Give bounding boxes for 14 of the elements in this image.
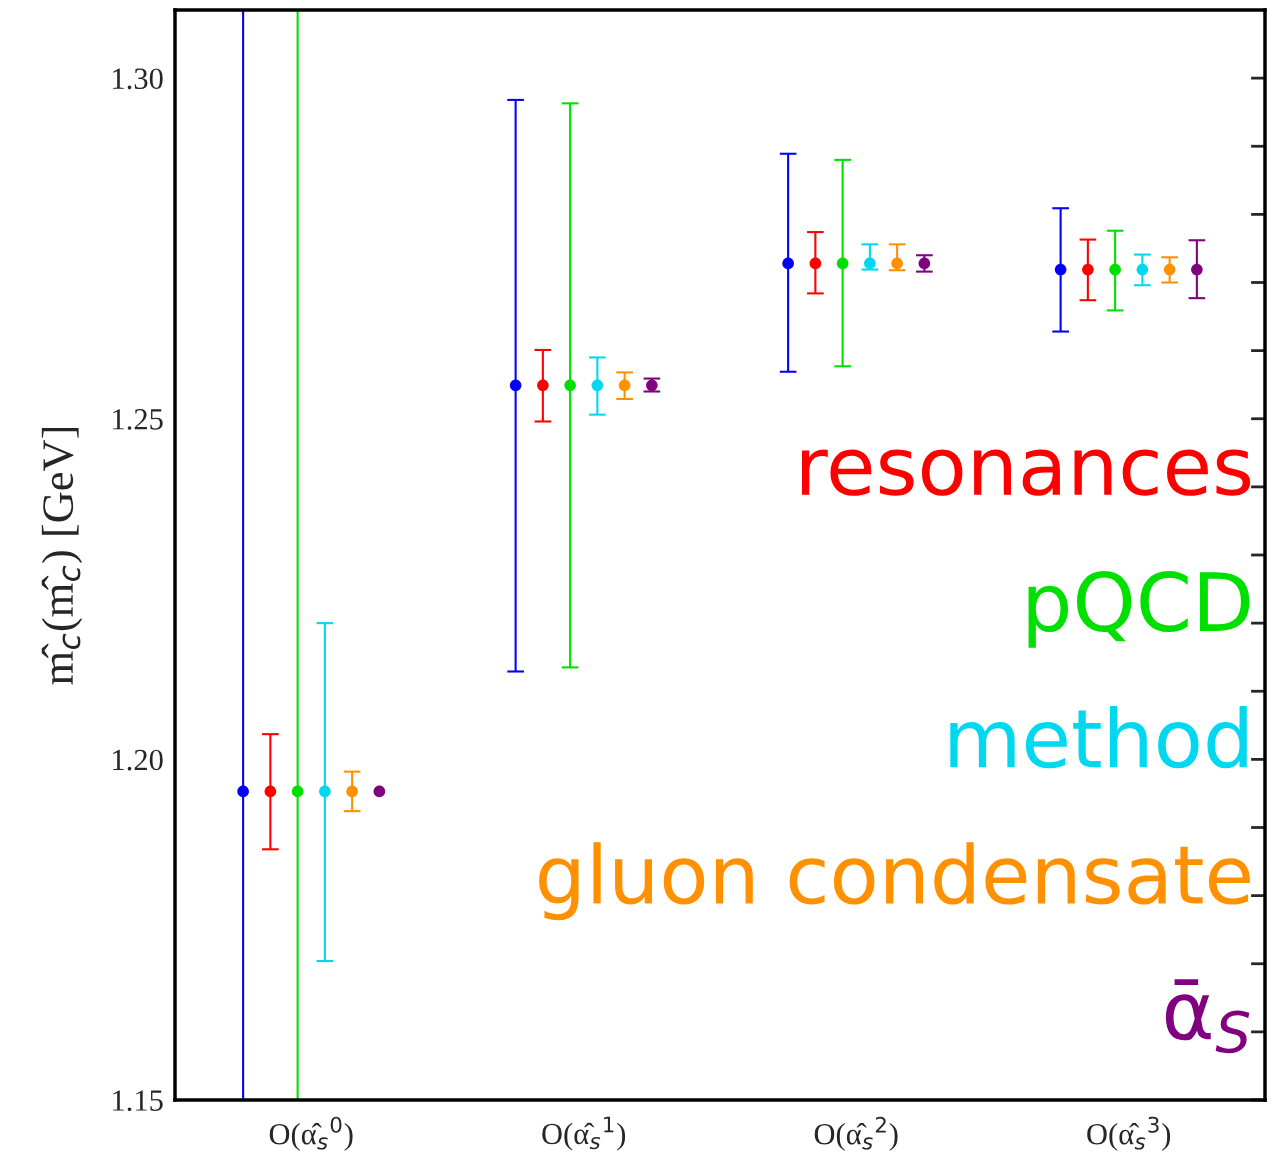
text: pQCD: [1028, 571, 1250, 648]
text: gluon condensate: [539, 842, 1250, 921]
y-tick-label: 1.25: [113, 409, 163, 430]
x-tick-label: O(α̂$_{s}$$^{0}$): [269, 1116, 353, 1151]
x-tick-label: O(α̂$_{s}$$^{3}$): [1087, 1116, 1171, 1151]
y-tick-label: 1.15: [113, 1090, 163, 1112]
y-axis-title: m̂$_{c}$(m̂$_{c}$) [GeV]: [41, 427, 83, 685]
y-tick-label: 1.20: [113, 749, 163, 771]
text: resonances: [801, 449, 1251, 496]
y-tick-label: 1.30: [113, 68, 163, 90]
x-tick-label: O(α̂$_{s}$$^{2}$): [814, 1116, 898, 1151]
x-tick-label: O(α̂$_{s}$$^{1}$): [542, 1116, 626, 1151]
text: method: [950, 705, 1247, 769]
text: ᾱ$_{S}$: [1165, 979, 1250, 1054]
